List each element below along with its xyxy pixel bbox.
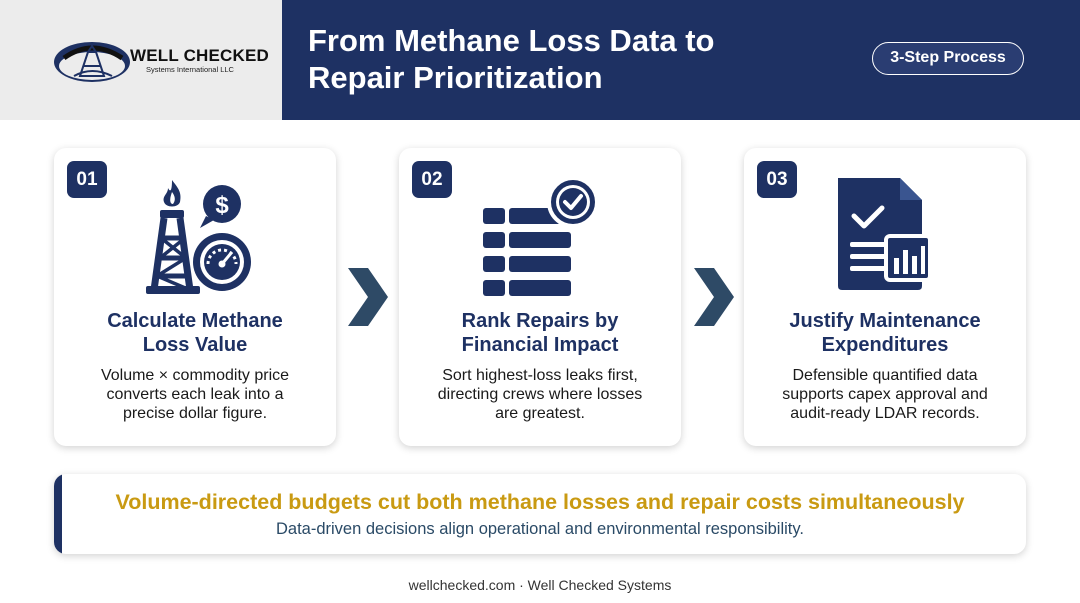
step-description: Volume × commodity price converts each l…: [100, 367, 290, 422]
step-description: Sort highest-loss leaks first, directing…: [437, 367, 643, 422]
step-card-1: 01 $ Calculate Methane Loss Value Volume…: [54, 148, 336, 446]
process-badge: 3-Step Process: [872, 42, 1024, 75]
step-card-3: 03 Justify Maintenance Expenditures Defe…: [744, 148, 1026, 446]
step-number: 03: [757, 161, 797, 198]
summary-callout: Volume-directed budgets cut both methane…: [54, 474, 1026, 554]
logo-subtitle: Systems International LLC: [146, 65, 234, 74]
callout-accent-bar: [54, 474, 62, 554]
well-checked-logo-icon: [54, 42, 130, 82]
step-title: Justify Maintenance Expenditures: [789, 310, 981, 356]
page-title: From Methane Loss Data to Repair Priorit…: [308, 23, 715, 95]
oil-rig-dollar-gauge-icon: $: [146, 180, 251, 294]
step-description: Defensible quantified data supports cape…: [782, 367, 988, 422]
step-number: 01: [67, 161, 107, 198]
logo-name: WELL CHECKED: [130, 46, 270, 65]
report-document-chart-icon: [838, 178, 932, 290]
footer-text: wellchecked.com · Well Checked Systems: [408, 577, 672, 593]
chevron-right-icon: [694, 268, 734, 326]
chevron-right-icon: [348, 268, 388, 326]
step-card-2: 02 Rank Repairs by Financial Impact Sort…: [399, 148, 681, 446]
logo-area: WELL CHECKED Systems International LLC: [0, 0, 282, 120]
step-title: Calculate Methane Loss Value: [107, 310, 283, 356]
step-title: Rank Repairs by Financial Impact: [461, 310, 619, 356]
step-number: 02: [412, 161, 452, 198]
ranked-list-check-icon: [483, 176, 599, 296]
svg-text:$: $: [215, 192, 229, 219]
header-banner: From Methane Loss Data to Repair Priorit…: [282, 0, 1080, 120]
callout-headline: Volume-directed budgets cut both methane…: [115, 490, 965, 514]
callout-subline: Data-driven decisions align operational …: [276, 520, 804, 538]
